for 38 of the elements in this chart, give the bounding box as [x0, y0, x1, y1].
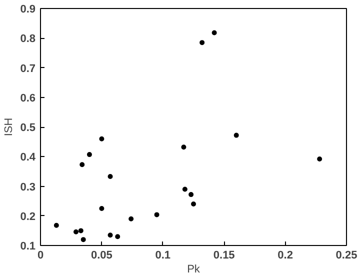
- point: [115, 234, 120, 240]
- point: [191, 202, 196, 207]
- point: [181, 144, 186, 150]
- y-tick-label: 0.5: [20, 122, 36, 134]
- x-axis-title: Pk: [187, 264, 200, 276]
- point: [182, 186, 188, 192]
- point: [154, 212, 160, 218]
- point: [317, 156, 322, 162]
- point: [54, 222, 59, 228]
- y-tick-label: 0.9: [20, 4, 36, 16]
- point: [99, 206, 104, 211]
- y-tick-label: 0.6: [20, 92, 36, 104]
- point: [128, 216, 134, 222]
- y-tick-label: 0.2: [20, 210, 36, 223]
- point: [108, 232, 113, 238]
- y-tick-label: 0.1: [20, 240, 36, 252]
- point: [212, 30, 217, 36]
- y-axis-title: ISH: [3, 118, 16, 136]
- x-tick-label: 0.1: [155, 250, 171, 262]
- point: [80, 162, 85, 168]
- point: [108, 174, 113, 179]
- y-tick-label: 0.3: [20, 181, 36, 194]
- x-tick-label: 0.2: [278, 250, 293, 262]
- point: [73, 229, 78, 234]
- point: [234, 132, 239, 138]
- y-tick-label: 0.4: [20, 152, 36, 164]
- y-tick-label: 0.7: [20, 62, 36, 75]
- point: [99, 136, 104, 142]
- y-tick-label: 0.8: [20, 33, 36, 46]
- x-tick-label: 0.05: [90, 250, 112, 262]
- x-tick-label: 0.15: [213, 250, 235, 262]
- point: [200, 40, 205, 46]
- point: [188, 192, 194, 198]
- point: [78, 228, 84, 234]
- x-tick-label: 0.25: [336, 250, 358, 262]
- x-tick-label: 0: [37, 250, 44, 262]
- point: [80, 237, 86, 242]
- point: [86, 152, 92, 158]
